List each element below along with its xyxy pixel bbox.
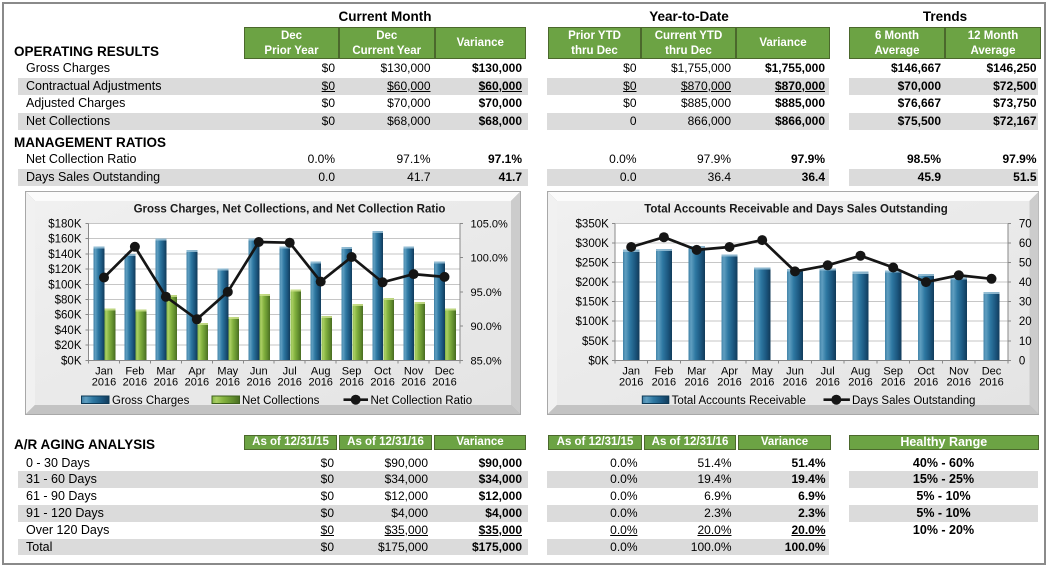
svg-text:Feb: Feb (125, 366, 144, 378)
svg-text:2016: 2016 (91, 377, 115, 389)
svg-text:2016: 2016 (815, 377, 839, 389)
svg-text:Sep: Sep (883, 366, 903, 378)
svg-text:$300K: $300K (575, 238, 609, 250)
svg-text:Oct: Oct (374, 366, 391, 378)
svg-text:2016: 2016 (913, 377, 937, 389)
svg-text:2016: 2016 (153, 377, 177, 389)
svg-text:2016: 2016 (339, 377, 363, 389)
svg-text:Dec: Dec (434, 366, 454, 378)
svg-text:$0K: $0K (61, 355, 82, 367)
svg-text:Jul: Jul (282, 366, 296, 378)
svg-text:Total Accounts Receivable and: Total Accounts Receivable and Days Sales… (644, 204, 948, 216)
svg-text:Net Collection Ratio: Net Collection Ratio (370, 395, 472, 407)
svg-text:60: 60 (1019, 238, 1032, 250)
svg-text:2016: 2016 (215, 377, 239, 389)
svg-text:May: May (217, 366, 238, 378)
svg-text:$50K: $50K (582, 336, 609, 348)
svg-text:2016: 2016 (184, 377, 208, 389)
svg-text:May: May (751, 366, 772, 378)
svg-text:2016: 2016 (979, 377, 1003, 389)
svg-text:Jan: Jan (622, 366, 640, 378)
svg-text:30: 30 (1019, 297, 1032, 309)
svg-text:Sep: Sep (341, 366, 361, 378)
svg-text:40: 40 (1019, 277, 1032, 289)
svg-text:Dec: Dec (981, 366, 1001, 378)
svg-text:Jun: Jun (786, 366, 804, 378)
svg-text:Nov: Nov (949, 366, 969, 378)
svg-text:100.0%: 100.0% (470, 253, 508, 265)
svg-text:$140K: $140K (48, 249, 82, 261)
svg-text:Gross Charges: Gross Charges (112, 395, 190, 407)
svg-text:2016: 2016 (881, 377, 905, 389)
svg-text:10: 10 (1019, 336, 1032, 348)
svg-text:2016: 2016 (370, 377, 394, 389)
svg-text:2016: 2016 (684, 377, 708, 389)
svg-text:2016: 2016 (946, 377, 970, 389)
svg-text:Apr: Apr (188, 366, 205, 378)
svg-text:95.0%: 95.0% (470, 287, 501, 299)
svg-text:2016: 2016 (122, 377, 146, 389)
svg-text:85.0%: 85.0% (470, 355, 501, 367)
svg-text:Gross Charges, Net Collections: Gross Charges, Net Collections, and Net … (133, 204, 445, 216)
svg-text:Mar: Mar (156, 366, 175, 378)
svg-text:$160K: $160K (48, 234, 82, 246)
svg-text:2016: 2016 (782, 377, 806, 389)
svg-text:Total Accounts Receivable: Total Accounts Receivable (671, 395, 805, 407)
svg-text:$0K: $0K (588, 355, 609, 367)
svg-text:$20K: $20K (54, 340, 81, 352)
svg-text:0: 0 (1019, 355, 1025, 367)
svg-text:Apr: Apr (721, 366, 738, 378)
svg-text:2016: 2016 (401, 377, 425, 389)
svg-text:Jan: Jan (95, 366, 113, 378)
svg-text:$250K: $250K (575, 258, 609, 270)
svg-text:Net Collections: Net Collections (242, 395, 320, 407)
svg-text:$180K: $180K (48, 219, 82, 231)
svg-text:Aug: Aug (850, 366, 870, 378)
svg-text:$40K: $40K (54, 325, 81, 337)
svg-text:Jun: Jun (249, 366, 267, 378)
svg-text:$350K: $350K (575, 219, 609, 231)
svg-text:2016: 2016 (848, 377, 872, 389)
svg-text:Jul: Jul (820, 366, 834, 378)
svg-text:2016: 2016 (246, 377, 270, 389)
svg-text:Days Sales Outstanding: Days Sales Outstanding (852, 395, 975, 407)
svg-text:$200K: $200K (575, 277, 609, 289)
svg-text:Mar: Mar (687, 366, 706, 378)
svg-text:2016: 2016 (277, 377, 301, 389)
svg-text:2016: 2016 (308, 377, 332, 389)
svg-text:2016: 2016 (619, 377, 643, 389)
svg-text:2016: 2016 (651, 377, 675, 389)
svg-text:$80K: $80K (54, 295, 81, 307)
svg-text:$100K: $100K (48, 279, 82, 291)
svg-text:90.0%: 90.0% (470, 321, 501, 333)
svg-text:70: 70 (1019, 219, 1032, 231)
svg-text:2016: 2016 (717, 377, 741, 389)
svg-text:$120K: $120K (48, 264, 82, 276)
svg-text:2016: 2016 (750, 377, 774, 389)
svg-text:Aug: Aug (310, 366, 330, 378)
svg-text:$100K: $100K (575, 316, 609, 328)
svg-text:105.0%: 105.0% (470, 219, 508, 231)
svg-text:Nov: Nov (403, 366, 423, 378)
svg-text:$150K: $150K (575, 297, 609, 309)
svg-text:Oct: Oct (917, 366, 934, 378)
svg-text:50: 50 (1019, 258, 1032, 270)
svg-text:2016: 2016 (432, 377, 456, 389)
svg-text:$60K: $60K (54, 310, 81, 322)
svg-text:Feb: Feb (654, 366, 673, 378)
svg-text:20: 20 (1019, 316, 1032, 328)
